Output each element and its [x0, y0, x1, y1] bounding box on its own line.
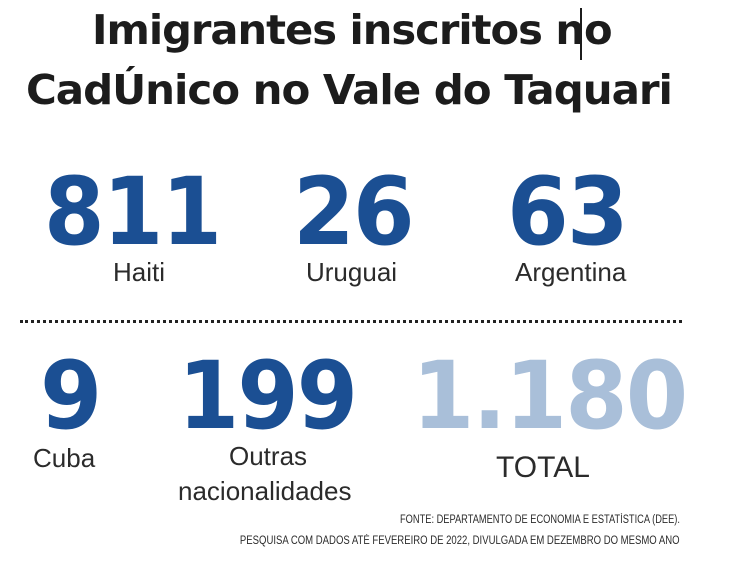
footnote-note: PESQUISA COM DADOS ATÉ FEVEREIRO DE 2022… [240, 535, 680, 547]
footnote-source: FONTE: DEPARTAMENTO DE ECONOMIA E ESTATÍ… [400, 514, 680, 526]
dotted-divider [20, 320, 682, 323]
title-line-2: CadÚnico no Vale do Taquari [26, 66, 673, 114]
stat-value-haiti: 811 [44, 158, 222, 267]
text-cursor [580, 8, 582, 60]
stat-label-outras-line1: Outras [229, 441, 308, 471]
stat-value-uruguai: 26 [293, 158, 415, 267]
stat-value-outras: 199 [178, 342, 358, 451]
stat-label-argentina: Argentina [515, 257, 627, 287]
stat-label-uruguai: Uruguai [306, 257, 398, 287]
stat-label-cuba: Cuba [33, 443, 96, 473]
stat-label-haiti: Haiti [113, 257, 166, 287]
stat-label-outras-line2: nacionalidades [178, 476, 352, 506]
stat-value-total: 1.180 [412, 342, 688, 451]
stat-value-cuba: 9 [40, 342, 102, 451]
stat-label-total: TOTAL [496, 451, 590, 484]
title-line-1: Imigrantes inscritos no [92, 6, 613, 54]
stat-value-argentina: 63 [507, 158, 629, 267]
